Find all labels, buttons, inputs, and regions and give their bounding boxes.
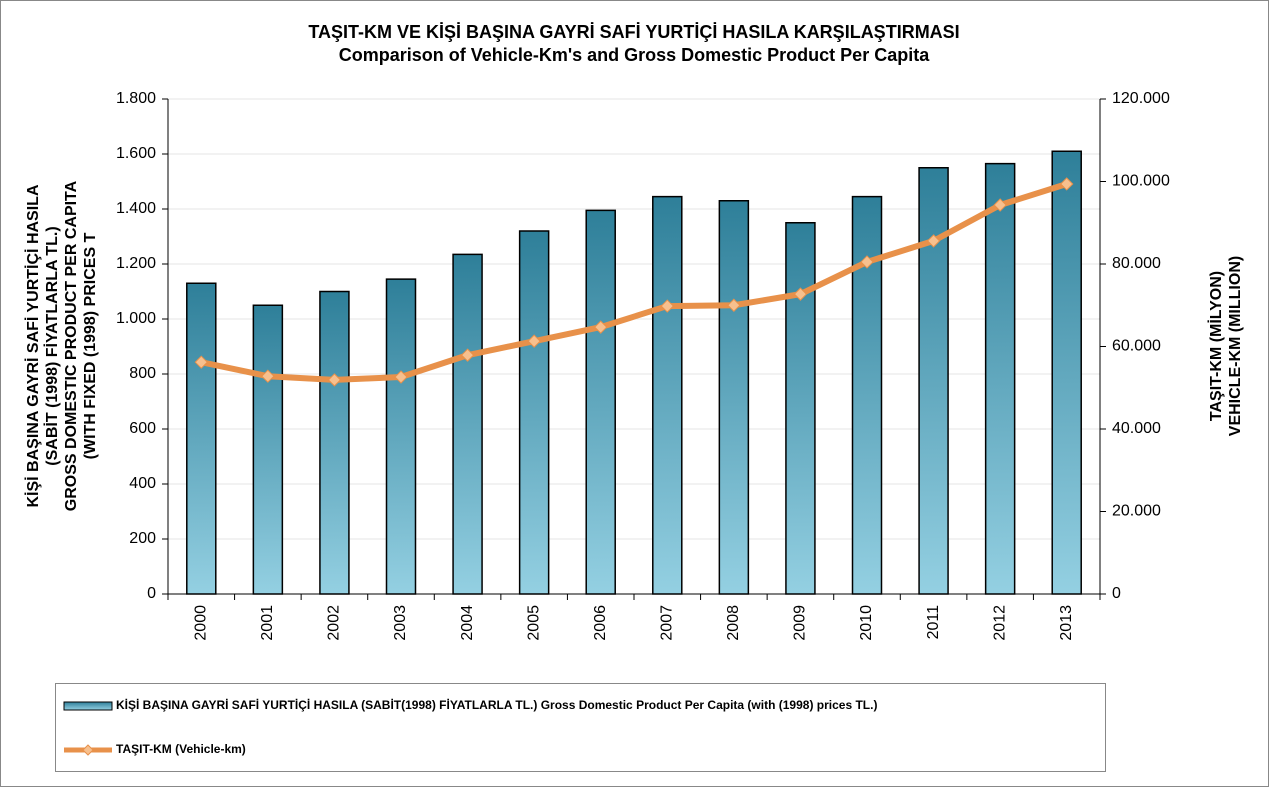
bar <box>984 162 1016 595</box>
line-marker <box>327 373 342 387</box>
line <box>200 181 1068 383</box>
bar <box>319 290 350 595</box>
chart-subtitle: Comparison of Vehicle-Km's and Gross Dom… <box>339 45 930 65</box>
y-tick-label: 200 <box>129 530 156 547</box>
y-axis-label: (WITH FIXED (1998) PRICES T <box>82 232 99 459</box>
x-tick-label: 2007 <box>659 605 676 641</box>
line-marker <box>727 298 741 312</box>
bar <box>252 304 284 595</box>
y2-tick-label: 120.000 <box>1112 90 1170 107</box>
y2-tick-label: 80.000 <box>1112 255 1161 272</box>
legend-box <box>55 683 1106 772</box>
line-marker <box>194 355 208 369</box>
bar <box>652 195 683 595</box>
y2-axis-label: VEHICLE-KM (MILLION) <box>1227 256 1244 436</box>
x-tick-label: 2012 <box>991 605 1008 641</box>
x-tick-label: 2008 <box>725 605 742 641</box>
line-marker <box>261 369 275 383</box>
legend-swatch-marker <box>82 744 94 756</box>
bar <box>452 253 483 595</box>
x-tick-label: 2002 <box>326 605 343 641</box>
y-tick-label: 1.000 <box>116 310 156 327</box>
bar <box>186 282 217 595</box>
x-tick-label: 2006 <box>592 605 609 641</box>
y-tick-label: 0 <box>147 585 156 602</box>
x-tick-label: 2001 <box>259 605 276 641</box>
y2-axis-label: TAŞIT-KM (MİLYON) <box>1207 271 1225 421</box>
y2-tick-label: 40.000 <box>1112 420 1161 437</box>
x-tick-label: 2004 <box>459 605 476 641</box>
bar <box>785 222 816 595</box>
bar <box>718 200 750 595</box>
y2-tick-label: 20.000 <box>1112 503 1161 520</box>
bar <box>385 278 417 595</box>
bar <box>1051 150 1082 595</box>
x-tick-label: 2003 <box>392 605 409 641</box>
y-tick-label: 1.400 <box>116 200 156 217</box>
x-tick-label: 2010 <box>858 605 875 641</box>
y-axis-label: (SABİT (1998) FİYATLARLA TL.) <box>43 226 61 465</box>
legend-label: TAŞIT-KM (Vehicle-km) <box>116 742 246 756</box>
bar <box>518 230 550 595</box>
y2-tick-label: 60.000 <box>1112 338 1161 355</box>
line-marker <box>993 198 1007 212</box>
y-tick-label: 400 <box>129 475 156 492</box>
legend-label: KİŞİ BAŞINA GAYRİ SAFİ YURTİÇİ HASILA (S… <box>116 697 877 712</box>
y2-tick-label: 0 <box>1112 585 1121 602</box>
y-tick-label: 1.800 <box>116 90 156 107</box>
y-tick-label: 1.600 <box>116 145 156 162</box>
line-marker <box>860 255 874 269</box>
x-tick-label: 2005 <box>525 605 542 641</box>
x-tick-label: 2000 <box>193 605 210 641</box>
bar <box>918 167 949 595</box>
line-marker <box>394 370 408 384</box>
x-tick-label: 2013 <box>1058 605 1075 641</box>
line-marker <box>460 348 475 362</box>
y-tick-label: 800 <box>129 365 156 382</box>
legend-swatch <box>63 701 113 711</box>
line-marker <box>527 334 541 348</box>
line-marker <box>793 287 808 301</box>
line-marker <box>594 320 608 334</box>
y2-tick-label: 100.000 <box>1112 173 1170 190</box>
line-marker <box>660 299 674 313</box>
y-tick-label: 1.200 <box>116 255 156 272</box>
y-axis-label: GROSS DOMESTIC PRODUCT PER CAPITA <box>63 180 80 511</box>
line-marker <box>926 234 941 248</box>
x-tick-label: 2011 <box>925 605 942 640</box>
y-axis-label: KİŞİ BAŞINA GAYRİ SAFİ YURTİÇİ HASILA <box>24 184 42 507</box>
chart-title: TAŞIT-KM VE KİŞİ BAŞINA GAYRİ SAFİ YURTİ… <box>308 22 959 42</box>
y-tick-label: 600 <box>129 420 156 437</box>
bar <box>585 209 616 595</box>
line-marker <box>1060 177 1074 191</box>
x-tick-label: 2009 <box>792 605 809 641</box>
